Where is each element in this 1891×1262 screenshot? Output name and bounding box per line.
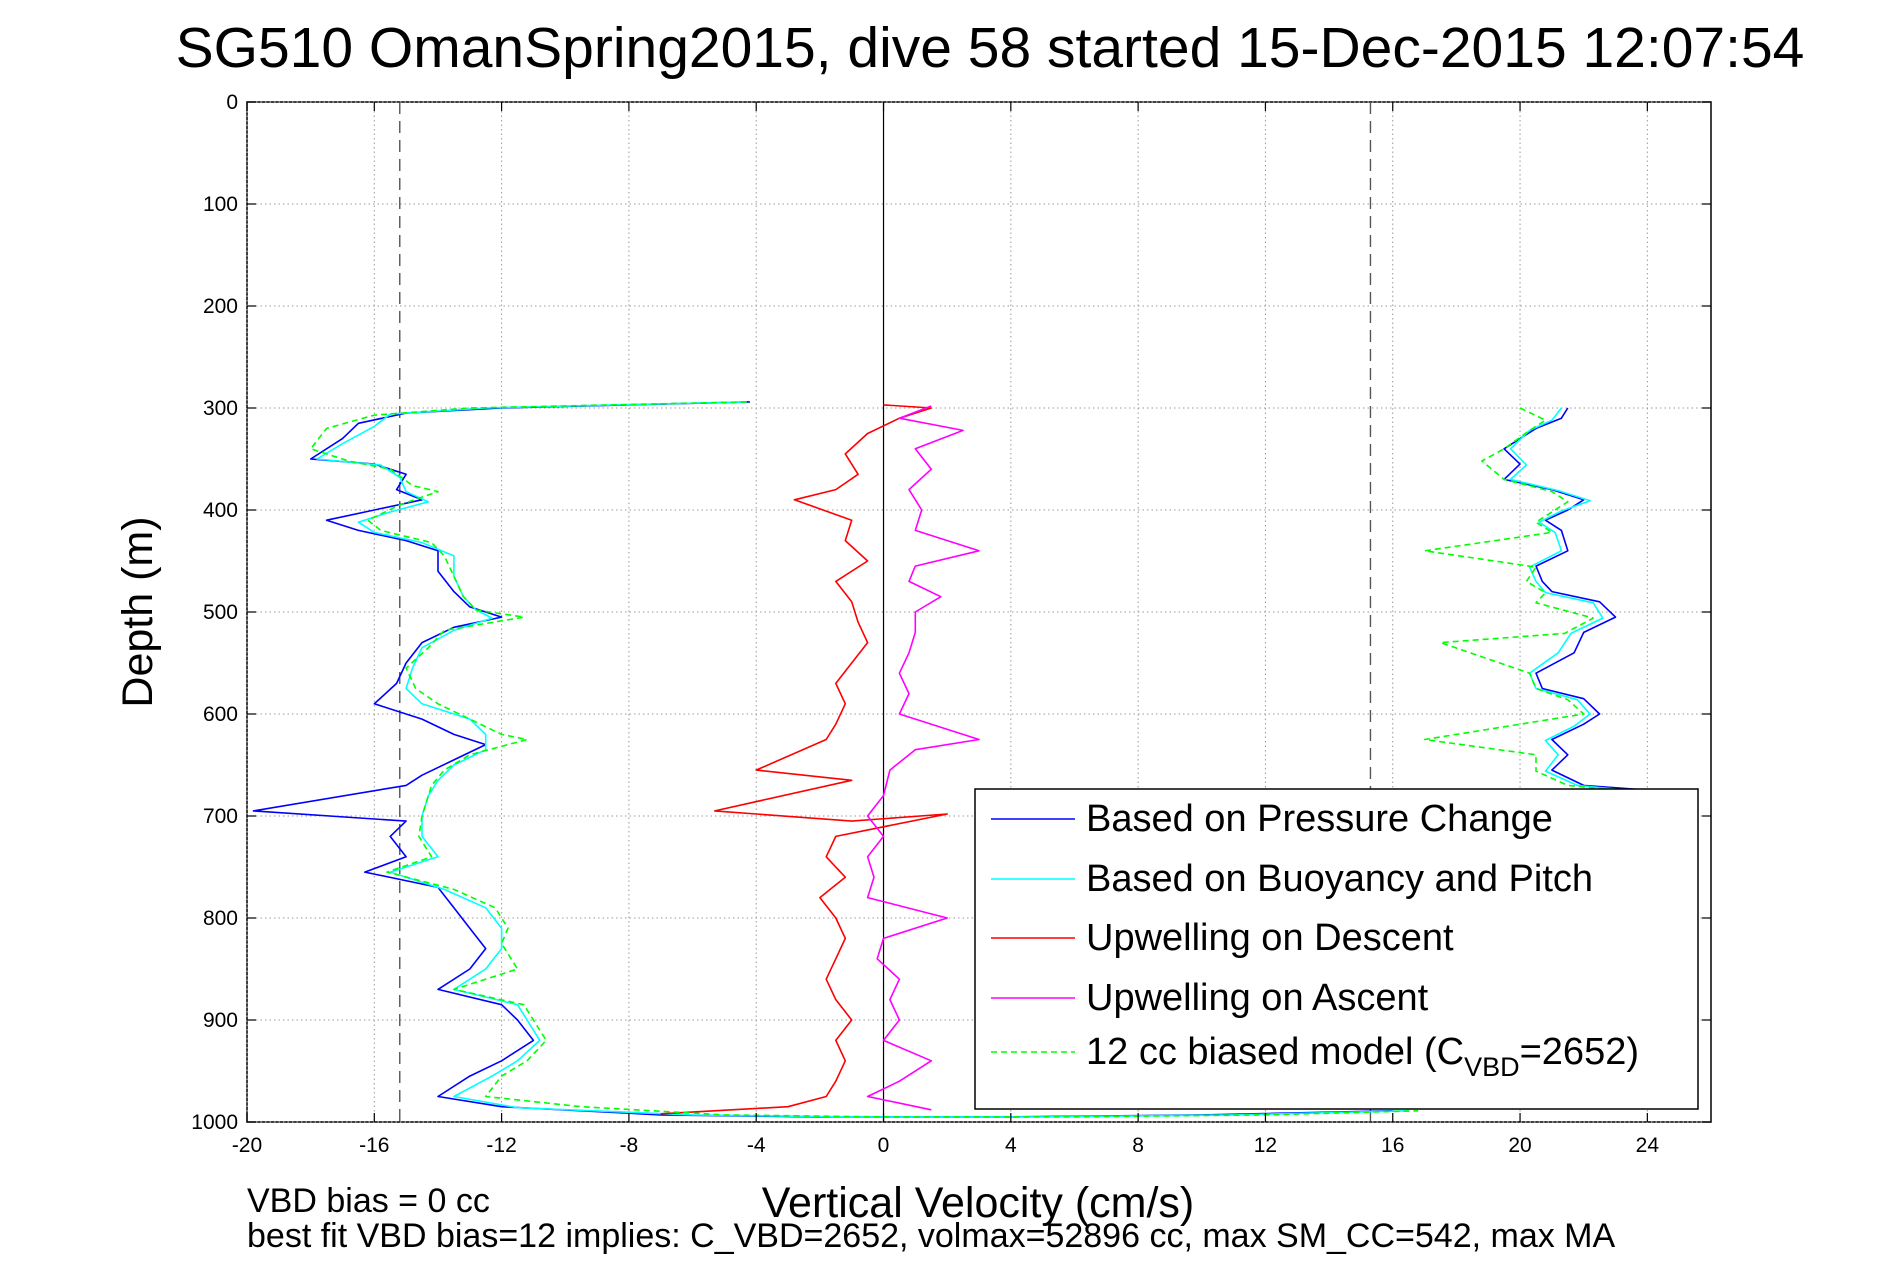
legend: Based on Pressure Change Based on Buoyanc… bbox=[974, 788, 1699, 1110]
series-line-upwelling_ascent bbox=[866, 405, 980, 1111]
x-tick-label: 8 bbox=[1132, 1134, 1144, 1157]
series-line-model bbox=[1423, 407, 1632, 793]
x-tick-label: -4 bbox=[747, 1134, 766, 1157]
series-line-buoyancy bbox=[316, 401, 1409, 1118]
x-tick-label: -12 bbox=[486, 1134, 516, 1157]
y-axis-title: Depth (m) bbox=[114, 516, 162, 707]
chart-title: SG510 OmanSpring2015, dive 58 started 15… bbox=[176, 16, 1805, 80]
y-tick-label: 900 bbox=[203, 1009, 238, 1032]
legend-label-buoyancy: Based on Buoyancy and Pitch bbox=[1086, 858, 1593, 900]
y-tick-label: 300 bbox=[203, 397, 238, 420]
series-upwelling_descent bbox=[660, 404, 948, 1115]
series-upwelling_ascent bbox=[866, 405, 980, 1111]
series-line-upwelling_descent bbox=[660, 404, 948, 1115]
series-group bbox=[252, 401, 1654, 1118]
x-tick-label: 24 bbox=[1636, 1134, 1660, 1157]
legend-box bbox=[974, 788, 1699, 1110]
y-tick-label: 200 bbox=[203, 295, 238, 318]
legend-label-model: 12 cc biased model (CVBD=2652) bbox=[1086, 1031, 1639, 1082]
annotation-best-fit: best fit VBD bias=12 implies: C_VBD=2652… bbox=[247, 1217, 1616, 1255]
tick-labels: -20 -16 -12 -8 -4 0 4 8 12 16 20 24 0 100 200 300 400 500… bbox=[191, 91, 1711, 1157]
legend-label-pressure: Based on Pressure Change bbox=[1086, 798, 1553, 840]
legend-label-upwelling_ascent: Upwelling on Ascent bbox=[1086, 977, 1429, 1019]
y-tick-label: 700 bbox=[203, 805, 238, 828]
reference-lines bbox=[399, 102, 1372, 1122]
y-tick-label: 600 bbox=[203, 703, 238, 726]
y-tick-label: 1000 bbox=[191, 1111, 238, 1134]
y-tick-label: 0 bbox=[226, 91, 238, 114]
x-tick-label: 12 bbox=[1254, 1134, 1277, 1157]
annotation-vbd-bias: VBD bias = 0 cc bbox=[247, 1182, 490, 1220]
legend-label-upwelling_descent: Upwelling on Descent bbox=[1086, 917, 1454, 959]
x-tick-label: 20 bbox=[1508, 1134, 1531, 1157]
x-tick-label: -8 bbox=[620, 1134, 639, 1157]
series-line-pressure bbox=[1503, 407, 1654, 792]
x-tick-label: -16 bbox=[359, 1134, 389, 1157]
x-tick-label: 4 bbox=[1005, 1134, 1017, 1157]
x-tick-label: -20 bbox=[232, 1134, 262, 1157]
x-tick-label: 0 bbox=[878, 1134, 890, 1157]
y-tick-label: 800 bbox=[203, 907, 238, 930]
y-tick-label: 500 bbox=[203, 601, 238, 624]
y-tick-label: 100 bbox=[203, 193, 238, 216]
x-axis-title: Vertical Velocity (cm/s) bbox=[762, 1179, 1195, 1227]
y-tick-label: 400 bbox=[203, 499, 238, 522]
x-tick-label: 16 bbox=[1381, 1134, 1404, 1157]
series-buoyancy bbox=[316, 401, 1642, 1118]
series-model bbox=[309, 401, 1632, 1118]
series-line-buoyancy bbox=[1509, 407, 1642, 793]
